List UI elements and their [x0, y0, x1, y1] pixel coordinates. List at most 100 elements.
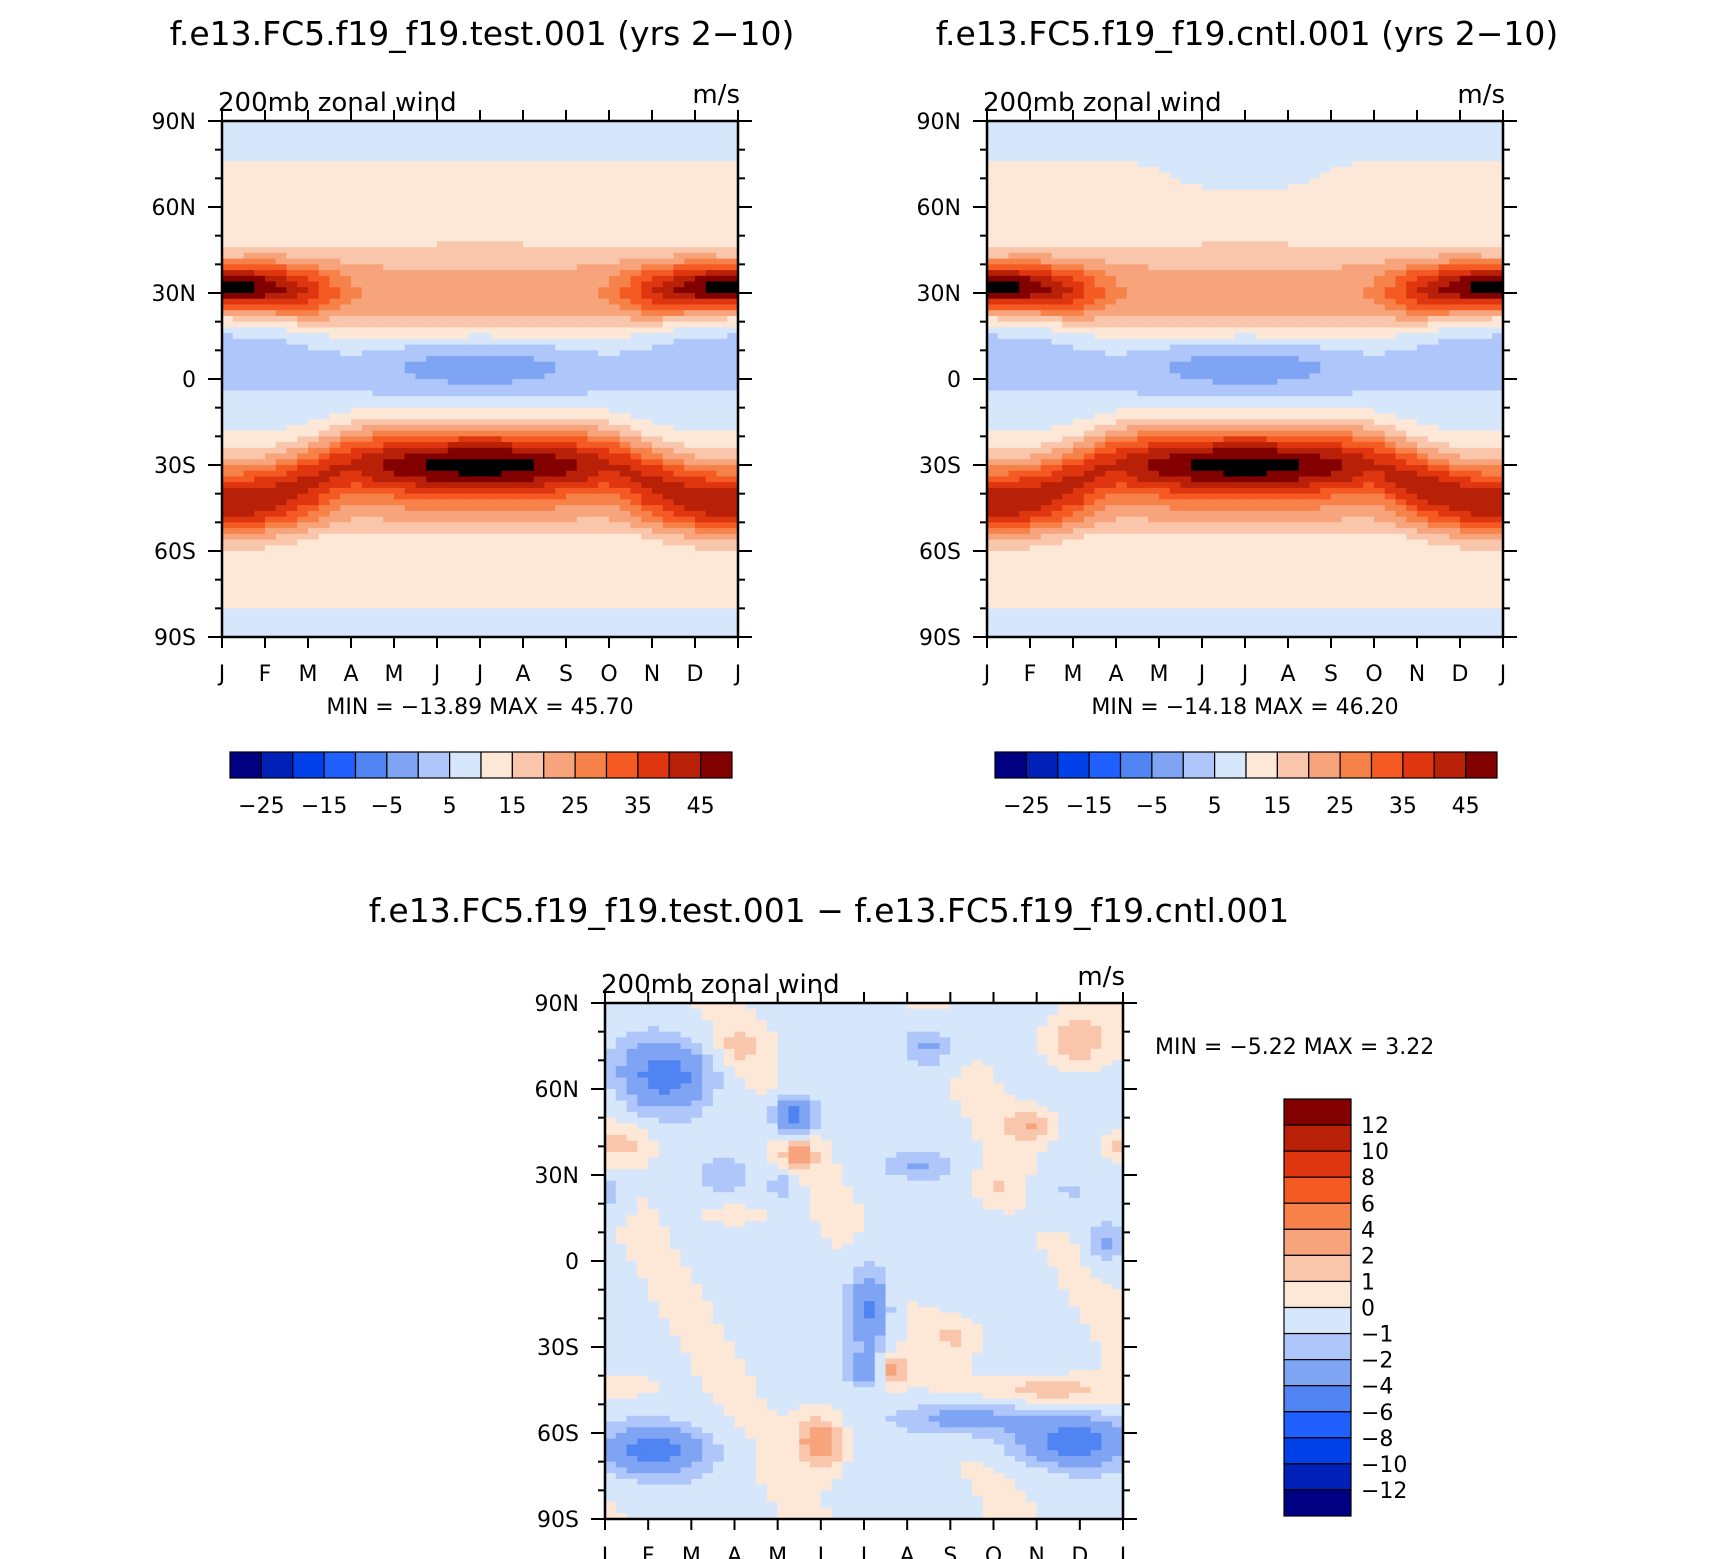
x-tick-label: N: [644, 662, 660, 687]
colorbar-box: [1308, 751, 1341, 779]
colorbar-box: [700, 751, 733, 779]
x-tick-label: J: [432, 662, 441, 687]
panel-title: f.e13.FC5.f19_f19.test.001 − f.e13.FC5.f…: [369, 891, 1290, 930]
colorbar: −25 −15 −5 5 15 25 35 45: [994, 751, 1498, 819]
x-tick-label: D: [1452, 662, 1469, 687]
x-tick-label: M: [385, 662, 404, 687]
y-tick-label: 90N: [152, 110, 196, 135]
plot-subtitle: 200mb zonal wind: [601, 970, 840, 1000]
y-tick-label: 60N: [917, 196, 961, 221]
colorbar-label: −12: [1361, 1479, 1407, 1504]
plot-subtitle: 200mb zonal wind: [983, 88, 1222, 118]
x-tick-label: A: [1280, 662, 1295, 687]
x-tick-label: S: [559, 662, 573, 687]
x-tick-label: J: [1498, 662, 1507, 687]
x-tick-label: A: [1108, 662, 1123, 687]
y-tick-label: 90N: [535, 992, 579, 1017]
min-max-label: MIN = −14.18 MAX = 46.20: [1091, 695, 1398, 720]
y-tick-label: 90S: [919, 626, 961, 651]
colorbar-label: 5: [443, 794, 457, 819]
y-tick-label: 90S: [537, 1508, 579, 1533]
colorbar-box: [1283, 1124, 1352, 1152]
x-tick-label: F: [1024, 662, 1037, 687]
x-tick-label: M: [1064, 662, 1083, 687]
colorbar-label: 35: [624, 794, 652, 819]
colorbar-box: [994, 751, 1027, 779]
x-tick-label: S: [1324, 662, 1338, 687]
colorbar-box: [1276, 751, 1310, 779]
x-tick-label: M: [1150, 662, 1169, 687]
x-tick-label: J: [600, 1544, 609, 1559]
colorbar-box: [1283, 1254, 1352, 1283]
y-tick-label: 60S: [537, 1422, 579, 1447]
colorbar-label: 15: [498, 794, 526, 819]
y-tick-label: 90S: [154, 626, 196, 651]
colorbar-label: 0: [1361, 1297, 1375, 1322]
colorbar-label: −15: [1066, 794, 1112, 819]
colorbar-box: [1283, 1463, 1352, 1491]
colorbar-box: [1283, 1489, 1352, 1517]
colorbar-box: [1283, 1332, 1352, 1361]
x-tick-label: A: [343, 662, 358, 687]
x-tick-label: J: [1240, 662, 1249, 687]
test-panel: f.e13.FC5.f19_f19.test.001 (yrs 2−10) 200…: [152, 14, 795, 819]
colorbar-label: −15: [301, 794, 347, 819]
x-tick-label: J: [1118, 1544, 1127, 1559]
colorbar-label: 4: [1361, 1218, 1375, 1243]
colorbar-box: [1214, 751, 1247, 779]
colorbar-box: [605, 751, 639, 779]
x-tick-label: J: [217, 662, 226, 687]
x-tick-label: J: [1197, 662, 1206, 687]
x-tick-label: J: [859, 1544, 868, 1559]
colorbar-label: −2: [1361, 1349, 1393, 1374]
colorbar-box: [1283, 1202, 1352, 1230]
x-tick-label: M: [299, 662, 318, 687]
colorbar-box: [637, 751, 670, 779]
y-tick-label: 30S: [154, 454, 196, 479]
difference-panel: f.e13.FC5.f19_f19.test.001 − f.e13.FC5.f…: [369, 891, 1435, 1559]
colorbar-box: [1339, 751, 1373, 779]
contour-fill: [987, 121, 1504, 638]
colorbar-box: [1182, 751, 1216, 779]
y-tick-label: 30S: [919, 454, 961, 479]
colorbar: −25 −15 −5 5 15 25 35 45: [229, 751, 733, 819]
colorbar-box: [1283, 1385, 1352, 1413]
colorbar-label: 15: [1263, 794, 1291, 819]
colorbar-box: [1283, 1176, 1352, 1204]
colorbar-box: [1151, 751, 1184, 779]
x-tick-label: A: [727, 1544, 742, 1559]
x-tick-label: A: [515, 662, 530, 687]
x-tick-label: J: [982, 662, 991, 687]
x-tick-label: F: [642, 1544, 655, 1559]
colorbar-box: [417, 751, 451, 779]
colorbar-label: −6: [1361, 1401, 1393, 1426]
units-label: m/s: [1457, 80, 1505, 110]
x-tick-label: F: [259, 662, 272, 687]
contour-fill: [222, 121, 739, 638]
colorbar-box: [1088, 751, 1122, 779]
colorbar-label: 5: [1208, 794, 1222, 819]
y-tick-label: 60S: [919, 540, 961, 565]
colorbar-label: −8: [1361, 1427, 1393, 1452]
y-tick-label: 90N: [917, 110, 961, 135]
colorbar-box: [1245, 751, 1278, 779]
x-tick-label: D: [1071, 1544, 1088, 1559]
x-tick-label: M: [682, 1544, 701, 1559]
colorbar-box: [1283, 1280, 1352, 1309]
y-tick-label: 30N: [917, 282, 961, 307]
x-tick-label: O: [985, 1544, 1002, 1559]
colorbar-label: 45: [1452, 794, 1480, 819]
panel-title: f.e13.FC5.f19_f19.cntl.001 (yrs 2−10): [936, 14, 1559, 53]
colorbar-label: −1: [1361, 1323, 1393, 1348]
colorbar-box: [1119, 751, 1153, 779]
colorbar-box: [354, 751, 388, 779]
colorbar-box: [480, 751, 513, 779]
colorbar-box: [292, 751, 325, 779]
x-tick-label: O: [600, 662, 617, 687]
y-tick-label: 30S: [537, 1336, 579, 1361]
x-tick-label: S: [943, 1544, 957, 1559]
colorbar-box: [668, 751, 702, 779]
